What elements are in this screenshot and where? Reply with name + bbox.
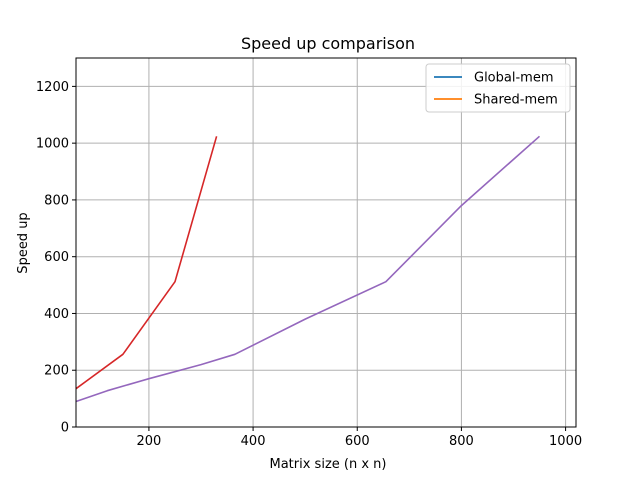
y-axis-label: Speed up — [16, 212, 31, 273]
series-line-2 — [75, 135, 541, 403]
legend: Global-mem Shared-mem — [425, 63, 571, 113]
y-tick-label: 1000 — [36, 137, 69, 152]
y-tick-label: 600 — [44, 250, 69, 265]
x-tick-label: 1000 — [549, 434, 582, 449]
y-tick-label: 800 — [44, 193, 69, 208]
legend-label: Global-mem — [474, 71, 554, 86]
x-tick-label: 800 — [449, 434, 474, 449]
y-tick-label: 1200 — [36, 80, 69, 95]
x-tick-label: 600 — [345, 434, 370, 449]
y-tick-label: 400 — [44, 307, 69, 322]
plot-frame — [75, 57, 577, 428]
legend-label: Shared-mem — [474, 93, 558, 108]
chart-title: Speed up comparison — [241, 34, 415, 53]
series-line-1 — [75, 136, 218, 390]
x-tick-label: 200 — [137, 434, 162, 449]
x-axis-label: Matrix size (n x n) — [270, 457, 387, 472]
y-tick-label: 200 — [44, 364, 69, 379]
x-tick-label: 400 — [241, 434, 266, 449]
grid-lines — [76, 58, 576, 428]
y-tick-label: 0 — [61, 421, 69, 436]
series-lines — [75, 135, 541, 403]
legend-box — [425, 63, 571, 113]
axis-ticks: 200 400 600 800 1000 0 200 400 600 800 1000 1200 — [36, 80, 582, 449]
